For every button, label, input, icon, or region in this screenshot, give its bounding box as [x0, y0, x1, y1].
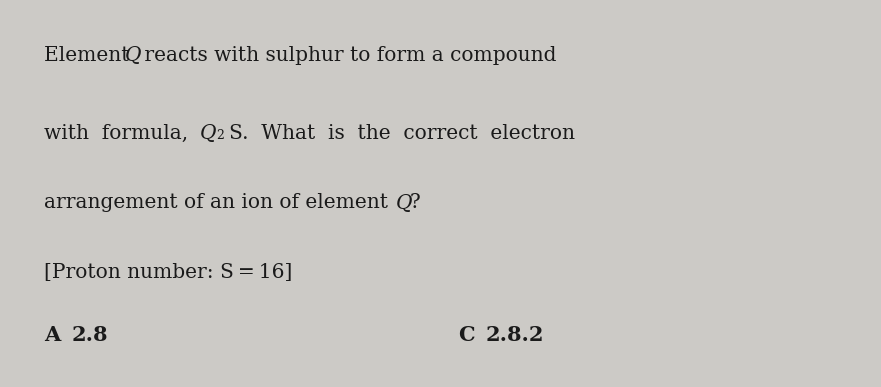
Text: C: C [458, 325, 475, 345]
Text: Q: Q [396, 194, 412, 212]
Text: S.  What  is  the  correct  electron: S. What is the correct electron [229, 124, 574, 143]
Text: Element  Q: Element Q [44, 46, 157, 65]
Text: Q: Q [200, 124, 216, 143]
Text: Element: Element [44, 46, 136, 65]
Text: Q: Q [124, 46, 141, 65]
Text: ?: ? [410, 194, 420, 212]
Text: A: A [44, 325, 60, 345]
Text: reacts with sulphur to form a compound: reacts with sulphur to form a compound [138, 46, 557, 65]
Text: 2: 2 [216, 129, 224, 142]
Text: 2.8: 2.8 [72, 325, 108, 345]
Text: [Proton number: S = 16]: [Proton number: S = 16] [44, 263, 292, 282]
Text: 2.8.2: 2.8.2 [486, 325, 544, 345]
Text: with  formula,: with formula, [44, 124, 201, 143]
Text: arrangement of an ion of element: arrangement of an ion of element [44, 194, 395, 212]
